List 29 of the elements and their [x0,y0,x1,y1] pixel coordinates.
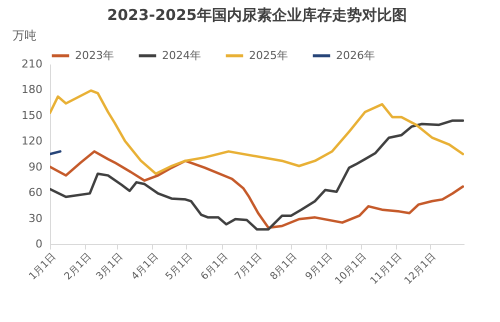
chart-title: 2023-2025年国内尿素企业库存走势对比图 [107,6,407,24]
y-tick-label: 180 [22,83,42,96]
line-series [50,89,464,175]
y-axis-title: 万吨 [12,28,36,42]
x-tick-label: 2月1日 [62,252,94,282]
y-tick-label: 0 [36,238,42,250]
y-tick-label: 150 [22,108,42,122]
x-tick-label: 7月1日 [233,252,264,282]
x-tick-label: 4月1日 [130,252,161,282]
x-tick-label: 3月1日 [94,252,126,282]
y-tick-label: 210 [22,58,42,70]
x-tick-label: 11月1日 [368,252,404,287]
y-tick-label: 30 [28,212,42,225]
legend-label: 2025年 [249,48,288,62]
x-tick-label: 10月1日 [333,252,369,287]
y-tick-label: 60 [28,186,42,200]
legend-label: 2023年 [75,48,114,62]
x-tick-label: 5月1日 [164,252,195,282]
x-tick-label: 8月1日 [268,252,300,282]
y-tick-label: 90 [28,160,42,174]
x-tick-label: 9月1日 [304,252,335,282]
x-tick-label: 12月1日 [402,252,438,287]
y-tick-label: 120 [22,134,42,148]
line-series [50,150,464,229]
line-series [50,119,464,231]
legend-label: 2024年 [162,48,201,62]
x-tick-label: 6月1日 [199,252,230,282]
x-tick-label: 1月1日 [27,252,58,282]
legend-label: 2026年 [336,48,375,62]
